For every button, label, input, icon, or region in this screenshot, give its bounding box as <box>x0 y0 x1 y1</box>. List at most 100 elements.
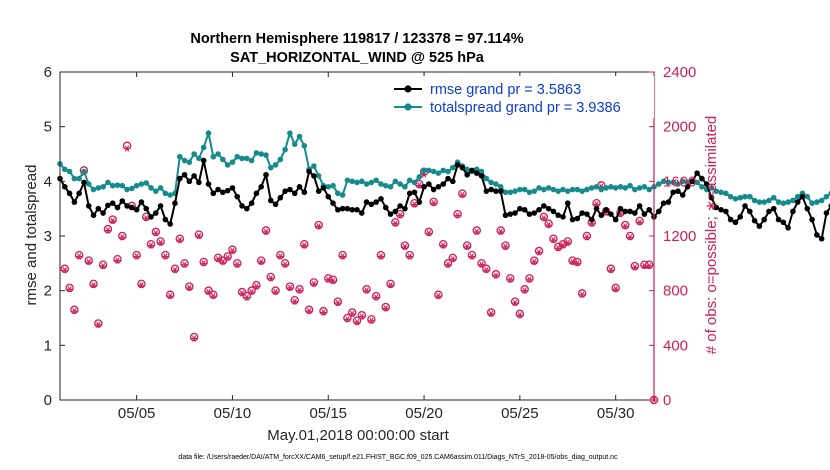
rmse-point <box>737 214 744 220</box>
rmse-point <box>608 211 614 217</box>
totalspread-point <box>85 181 92 187</box>
totalspread-point <box>220 156 226 163</box>
rmse-point <box>344 205 351 212</box>
obs-assimilated-marker <box>272 288 279 296</box>
y-tick-label: 4 <box>44 173 52 190</box>
obs-assimilated-marker <box>583 234 591 241</box>
obs-possible-marker <box>74 250 84 260</box>
y2-tick-label: 0 <box>663 392 671 409</box>
totalspread-point <box>95 185 102 191</box>
obs-assimilated-marker <box>358 313 366 320</box>
obs-assimilated-marker <box>353 318 361 326</box>
x-tick-label: 05/10 <box>214 405 252 422</box>
obs-possible-marker <box>84 256 93 265</box>
totalspread-point <box>598 186 605 193</box>
obs-possible-marker <box>405 250 414 260</box>
rmse-point <box>109 200 116 206</box>
totalspread-point <box>392 178 399 185</box>
totalspread-point <box>675 181 681 187</box>
rmse-point <box>818 235 825 242</box>
obs-possible-marker <box>271 286 280 295</box>
totalspread-point <box>406 177 413 184</box>
obs-assimilated-marker <box>114 257 121 264</box>
obs-assimilated-marker <box>511 299 519 307</box>
obs-possible-marker <box>501 241 510 250</box>
obs-assimilated-marker <box>324 276 332 283</box>
rmse-point <box>392 208 399 215</box>
totalspread-point <box>378 181 384 187</box>
obs-assimilated-marker <box>578 291 586 298</box>
obs-assimilated-marker <box>502 243 509 251</box>
obs-possible-marker <box>434 290 443 300</box>
plot-frame <box>59 71 655 401</box>
obs-assimilated-marker <box>138 282 145 289</box>
y2-tick-label: 1600 <box>663 173 696 190</box>
totalspread-point <box>435 170 442 176</box>
legend-rmse-marker <box>404 85 412 93</box>
legend-spread-marker <box>404 103 412 111</box>
rmse-point <box>66 190 73 197</box>
obs-assimilated-marker <box>162 253 169 260</box>
obs-assimilated-marker <box>612 286 619 293</box>
totalspread-point <box>234 153 241 160</box>
rmse-point <box>148 214 154 220</box>
obs-possible-marker <box>247 286 256 295</box>
totalspread-point <box>574 186 581 193</box>
obs-possible-marker <box>357 311 367 320</box>
rmse-point <box>200 157 207 164</box>
totalspread-point <box>196 155 202 162</box>
obs-assimilated-marker <box>411 201 418 208</box>
obs-possible-marker <box>319 306 328 316</box>
totalspread-point <box>263 152 269 158</box>
obs-possible-marker <box>544 219 553 228</box>
rmse-point <box>531 210 538 216</box>
obs-possible-marker <box>204 286 213 295</box>
totalspread-point <box>770 194 777 201</box>
rmse-point <box>61 184 68 190</box>
rmse-point <box>766 208 772 215</box>
totalspread-point <box>756 199 763 205</box>
obs-possible-marker <box>482 264 491 274</box>
rmse-point <box>162 216 169 223</box>
totalspread-point <box>354 179 360 186</box>
totalspread-point <box>66 168 73 175</box>
obs-assimilated-marker <box>233 261 241 268</box>
rmse-point <box>176 175 183 182</box>
totalspread-point <box>608 184 614 190</box>
rmse-point <box>584 211 590 217</box>
obs-possible-marker <box>60 264 70 274</box>
totalspread-point <box>804 193 811 200</box>
rmse-point <box>564 200 571 206</box>
obs-assimilated-marker <box>334 299 342 307</box>
obs-possible-marker <box>424 227 434 237</box>
totalspread-point <box>622 185 629 191</box>
obs-assimilated-marker <box>415 182 423 189</box>
rmse-point <box>90 212 97 219</box>
obs-possible-marker <box>443 259 453 268</box>
totalspread-point <box>277 156 284 163</box>
rmse-point <box>387 211 394 217</box>
totalspread-point <box>71 175 78 182</box>
totalspread-point <box>737 194 744 201</box>
rmse-point <box>430 186 437 193</box>
totalspread-point <box>818 197 825 204</box>
totalspread-point <box>646 186 653 193</box>
y2-axis-label: # of obs: o=possible; ∗=assimilated <box>703 116 720 355</box>
rmse-point <box>679 192 686 198</box>
rmse-point <box>253 190 260 197</box>
obs-assimilated-marker <box>444 261 452 268</box>
obs-assimilated-marker <box>262 228 270 236</box>
totalspread-point <box>426 167 432 174</box>
obs-assimilated-marker <box>224 254 231 261</box>
rmse-point <box>526 211 533 217</box>
totalspread-point <box>440 167 447 174</box>
totalspread-point <box>790 197 796 204</box>
totalspread-point <box>430 168 437 175</box>
totalspread-point <box>655 181 662 187</box>
rmse-point <box>780 219 787 226</box>
obs-possible-marker <box>333 297 343 306</box>
rmse-point <box>694 170 700 176</box>
obs-possible-marker <box>266 272 276 282</box>
obs-assimilated-marker <box>406 253 413 260</box>
x-tick-label: 05/15 <box>309 405 347 422</box>
